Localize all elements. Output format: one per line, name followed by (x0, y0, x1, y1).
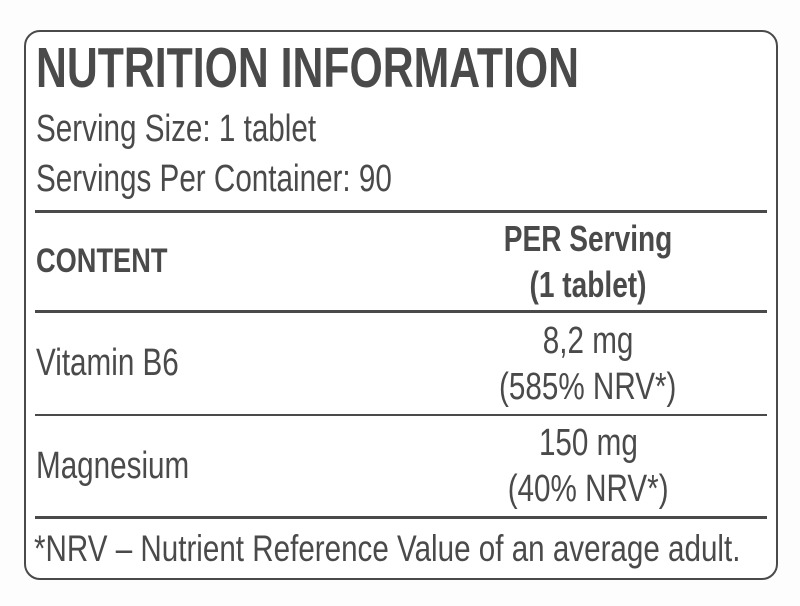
servings-per-container-text: Servings Per Container: 90 (36, 158, 392, 200)
divider (35, 414, 767, 416)
nutrient-value-cell: 150 mg (40% NRV*) (400, 420, 776, 512)
nutrient-nrv: (40% NRV*) (507, 468, 669, 510)
divider (35, 310, 767, 313)
content-header-cell: CONTENT (26, 242, 400, 281)
serving-size-text: Serving Size: 1 tablet (36, 108, 317, 150)
per-serving-header-line1: PER Serving (503, 217, 673, 259)
divider (35, 516, 767, 519)
nutrient-value-cell: 8,2 mg (585% NRV*) (400, 318, 776, 410)
table-row: Magnesium 150 mg (40% NRV*) (26, 416, 776, 516)
content-header: CONTENT (36, 242, 168, 280)
nutrient-amount: 150 mg (538, 422, 638, 464)
per-serving-header-cell: PER Serving (1 tablet) (400, 216, 776, 308)
table-header-row: CONTENT PER Serving (1 tablet) (26, 213, 776, 310)
label-title-text: NUTRITION INFORMATION (36, 36, 580, 100)
serving-size-line: Serving Size: 1 tablet (36, 104, 776, 154)
per-serving-header-line2: (1 tablet) (529, 263, 647, 305)
nutrient-nrv: (585% NRV*) (499, 365, 677, 408)
divider (35, 210, 767, 213)
nutrient-name-cell: Magnesium (26, 445, 400, 488)
nutrition-label: NUTRITION INFORMATION Serving Size: 1 ta… (24, 30, 778, 580)
nutrient-name-cell: Vitamin B6 (26, 342, 400, 385)
servings-per-container-line: Servings Per Container: 90 (36, 154, 776, 204)
footnote-text: *NRV – Nutrient Reference Value of an av… (34, 527, 741, 569)
label-title: NUTRITION INFORMATION (36, 36, 776, 100)
nutrient-name: Magnesium (36, 444, 190, 487)
table-row: Vitamin B6 8,2 mg (585% NRV*) (26, 313, 776, 414)
nutrient-name: Vitamin B6 (36, 342, 179, 384)
nutrient-amount: 8,2 mg (542, 319, 634, 362)
footnote-line: *NRV – Nutrient Reference Value of an av… (26, 519, 776, 578)
